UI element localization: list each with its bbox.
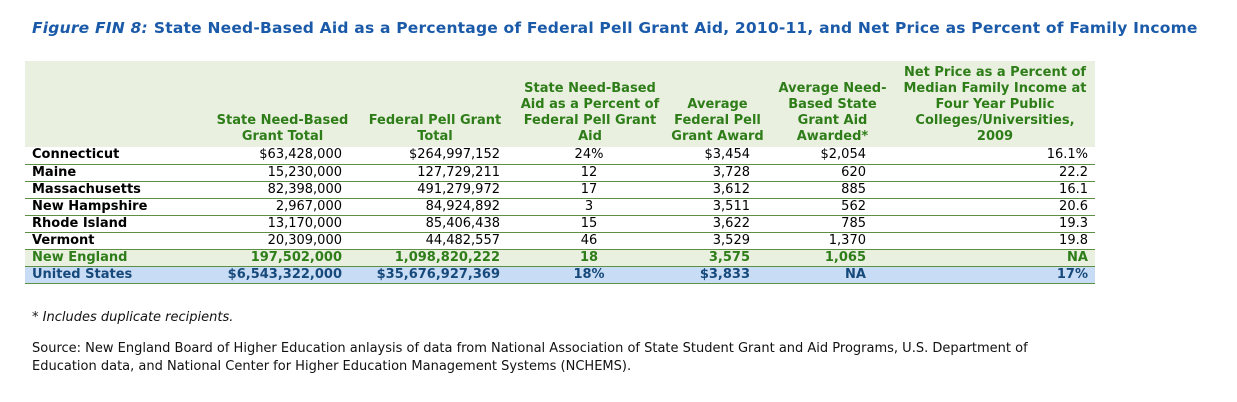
source-note: Source: New England Board of Higher Educ… xyxy=(32,340,1028,374)
figure-title-text: State Need-Based Aid as a Percentage of … xyxy=(153,19,1198,37)
state-aid-table: State Need-Based Grant Total Federal Pel… xyxy=(25,61,1095,284)
row-label: Maine xyxy=(32,164,77,180)
table-row-connecticut: Connecticut $63,428,000 $264,997,152 24%… xyxy=(25,147,1095,164)
cell: $264,997,152 xyxy=(409,147,500,163)
cell: 20.6 xyxy=(1059,198,1088,214)
table-body: Connecticut $63,428,000 $264,997,152 24%… xyxy=(25,147,1095,283)
cell: $63,428,000 xyxy=(259,147,342,163)
cell: $2,054 xyxy=(820,147,867,163)
cell: 1,370 xyxy=(828,232,866,248)
cell: 3,575 xyxy=(708,249,750,265)
cell: 785 xyxy=(841,215,866,231)
cell: $35,676,927,369 xyxy=(376,266,500,282)
cell: 3,529 xyxy=(712,232,750,248)
table-row-new-england: New England 197,502,000 1,098,820,222 18… xyxy=(25,249,1095,266)
cell: 20,309,000 xyxy=(267,232,342,248)
cell: 17 xyxy=(580,181,598,197)
table-row-new-hampshire: New Hampshire 2,967,000 84,924,892 3 3,5… xyxy=(25,198,1095,215)
cell: 620 xyxy=(841,164,866,180)
cell: 24% xyxy=(574,147,604,163)
table-row-maine: Maine 15,230,000 127,729,211 12 3,728 62… xyxy=(25,164,1095,181)
cell: $3,454 xyxy=(704,147,751,163)
cell: 13,170,000 xyxy=(267,215,342,231)
column-header-net-price-percent-income: Net Price as a Percent of Median Family … xyxy=(895,61,1095,147)
cell: 22.2 xyxy=(1059,164,1088,180)
row-label: United States xyxy=(32,266,133,282)
cell: 16.1% xyxy=(1046,147,1088,163)
table-row-rhode-island: Rhode Island 13,170,000 85,406,438 15 3,… xyxy=(25,215,1095,232)
cell: 1,065 xyxy=(824,249,866,265)
column-header-federal-pell-grant-total: Federal Pell Grant Total xyxy=(355,61,515,147)
row-label: Connecticut xyxy=(32,147,120,163)
cell: 17% xyxy=(1056,266,1088,282)
table-header: State Need-Based Grant Total Federal Pel… xyxy=(25,61,1095,147)
figure-label: Figure FIN 8: xyxy=(32,19,148,37)
figure-title: Figure FIN 8: State Need-Based Aid as a P… xyxy=(32,19,1237,37)
cell: 491,279,972 xyxy=(417,181,500,197)
cell: 12 xyxy=(580,164,598,180)
figure-fin8-page: Figure FIN 8: State Need-Based Aid as a P… xyxy=(25,19,1237,374)
cell: 1,098,820,222 xyxy=(394,249,500,265)
cell: 82,398,000 xyxy=(267,181,342,197)
cell: 2,967,000 xyxy=(275,198,342,214)
cell: 15 xyxy=(580,215,598,231)
cell: 15,230,000 xyxy=(267,164,342,180)
table-row-vermont: Vermont 20,309,000 44,482,557 46 3,529 1… xyxy=(25,232,1095,249)
cell: NA xyxy=(845,266,866,282)
cell: 562 xyxy=(841,198,866,214)
cell: 46 xyxy=(580,232,598,248)
table-row-united-states: United States $6,543,322,000 $35,676,927… xyxy=(25,266,1095,283)
header-row: State Need-Based Grant Total Federal Pel… xyxy=(25,61,1095,147)
cell: 885 xyxy=(841,181,866,197)
cell: $3,833 xyxy=(699,266,750,282)
cell: 197,502,000 xyxy=(250,249,342,265)
cell: 3,511 xyxy=(712,198,750,214)
column-header-state xyxy=(25,61,210,147)
column-header-average-pell-award: Average Federal Pell Grant Award xyxy=(665,61,770,147)
cell: 19.3 xyxy=(1059,215,1088,231)
cell: NA xyxy=(1067,249,1088,265)
cell: 18 xyxy=(579,249,599,265)
footnote: * Includes duplicate recipients. xyxy=(32,309,234,325)
row-label: Massachusetts xyxy=(32,181,141,197)
cell: 3,622 xyxy=(712,215,750,231)
row-label: Vermont xyxy=(32,232,95,248)
cell: 85,406,438 xyxy=(425,215,500,231)
cell: 3,728 xyxy=(712,164,750,180)
cell: 19.8 xyxy=(1059,232,1088,248)
row-label: Rhode Island xyxy=(32,215,128,231)
cell: $6,543,322,000 xyxy=(227,266,342,282)
table-row-massachusetts: Massachusetts 82,398,000 491,279,972 17 … xyxy=(25,181,1095,198)
column-header-state-aid-percent-of-pell: State Need-Based Aid as a Percent of Fed… xyxy=(515,61,665,147)
cell: 16.1 xyxy=(1059,181,1088,197)
cell: 3 xyxy=(584,198,594,214)
row-label: New England xyxy=(32,249,128,265)
column-header-average-need-based-aid: Average Need-Based State Grant Aid Award… xyxy=(770,61,895,147)
column-header-state-need-based-grant-total: State Need-Based Grant Total xyxy=(210,61,355,147)
row-label: New Hampshire xyxy=(32,198,148,214)
cell: 127,729,211 xyxy=(417,164,500,180)
cell: 3,612 xyxy=(712,181,750,197)
cell: 44,482,557 xyxy=(425,232,500,248)
cell: 84,924,892 xyxy=(425,198,500,214)
cell: 18% xyxy=(573,266,605,282)
